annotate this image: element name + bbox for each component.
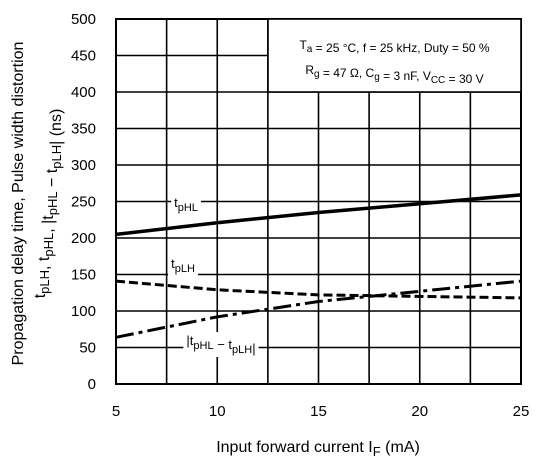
text-part: , t bbox=[36, 256, 53, 270]
series-label-bg bbox=[171, 194, 201, 215]
subscript-part: a bbox=[307, 44, 313, 55]
text-part: − t bbox=[214, 337, 233, 352]
annotation-box bbox=[267, 18, 522, 93]
series-line-solid bbox=[115, 193, 522, 237]
subscript-part: pHL bbox=[41, 233, 56, 257]
y-tick-label: 500 bbox=[71, 11, 96, 28]
y-tick-label: 50 bbox=[79, 340, 96, 357]
y-tick-label: 350 bbox=[71, 121, 96, 138]
text-part: |t bbox=[186, 333, 193, 348]
text-part: t bbox=[174, 195, 178, 210]
text-part: = 3 nF, V bbox=[380, 69, 431, 83]
subscript-part: pLH bbox=[37, 270, 52, 294]
subscript-part: pHL bbox=[178, 202, 198, 214]
subscript-part: g bbox=[374, 72, 380, 83]
text-part: = 30 V bbox=[445, 72, 483, 86]
x-axis-title-symbol: I bbox=[368, 439, 372, 456]
series-label: tpHL bbox=[174, 195, 198, 214]
y-tick-label: 200 bbox=[71, 230, 96, 247]
series-line-dashdot bbox=[115, 279, 522, 339]
x-axis-title-text: Input forward current bbox=[216, 439, 368, 456]
y-tick-label: 400 bbox=[71, 84, 96, 101]
text-part: R bbox=[305, 63, 314, 77]
y-tick-label: 450 bbox=[71, 48, 96, 65]
subscript-part: pLH bbox=[49, 145, 64, 169]
x-tick-label: 5 bbox=[112, 403, 120, 420]
condition-annotation: Ta = 25 °C, f = 25 kHz, Duty = 50 % Rg = … bbox=[267, 18, 522, 93]
text-part: , |t bbox=[40, 215, 57, 233]
series-label-bg bbox=[183, 332, 259, 357]
text-part: = 25 °C, f = 25 kHz, Duty = 50 % bbox=[312, 41, 490, 55]
series-label-bg bbox=[168, 255, 198, 276]
series-line-dashed bbox=[115, 279, 522, 300]
text-part: t bbox=[171, 256, 175, 271]
annotation-line-2: Rg = 47 Ω, Cg = 3 nF, VCC = 30 V bbox=[305, 63, 483, 86]
axis-titles: Input forward current IF (mA) Propagation… bbox=[10, 42, 420, 459]
text-part: − t bbox=[44, 168, 61, 191]
text-part: T bbox=[299, 38, 307, 52]
text-part: = 47 Ω, C bbox=[320, 66, 375, 80]
subscript-part: g bbox=[314, 69, 320, 80]
y-tick-label: 300 bbox=[71, 157, 96, 174]
text-part: t bbox=[32, 293, 49, 298]
series-label: |tpHL − tpLH| bbox=[186, 333, 255, 356]
y-tick-label: 250 bbox=[71, 194, 96, 211]
x-tick-label: 20 bbox=[411, 403, 428, 420]
series-label: tpLH bbox=[171, 256, 195, 275]
y-tick-label: 150 bbox=[71, 267, 96, 284]
subscript-part: pHL bbox=[45, 191, 60, 215]
y-tick-label: 0 bbox=[88, 376, 96, 393]
annotation-line-1: Ta = 25 °C, f = 25 kHz, Duty = 50 % bbox=[299, 38, 489, 55]
x-tick-label: 10 bbox=[209, 403, 226, 420]
series-group bbox=[115, 193, 522, 339]
subscript-part: CC bbox=[431, 75, 445, 86]
y-axis-title-line-2: tpLH, tpHL, |tpHL − tpLH| (ns) bbox=[32, 109, 65, 299]
text-part: | bbox=[48, 141, 65, 145]
y-axis-title-line-1: Propagation delay time, Pulse width dist… bbox=[10, 42, 27, 366]
subscript-part: pHL bbox=[193, 340, 213, 352]
text-part: | bbox=[252, 341, 255, 356]
x-tick-label: 25 bbox=[513, 403, 530, 420]
y-axis-title-unit: (ns) bbox=[48, 109, 65, 141]
y-tick-label: 100 bbox=[71, 303, 96, 320]
x-axis-title-unit: (mA) bbox=[381, 439, 420, 456]
x-axis-title-sub: F bbox=[373, 444, 381, 459]
tick-labels: 0 50 100 150 200 250 300 350 400 450 500 5 10 15 20 25 bbox=[71, 11, 529, 420]
subscript-part: pLH bbox=[175, 263, 195, 275]
x-tick-label: 15 bbox=[310, 403, 327, 420]
subscript-part: pLH bbox=[232, 344, 252, 356]
x-axis-title: Input forward current IF (mA) bbox=[216, 439, 420, 459]
